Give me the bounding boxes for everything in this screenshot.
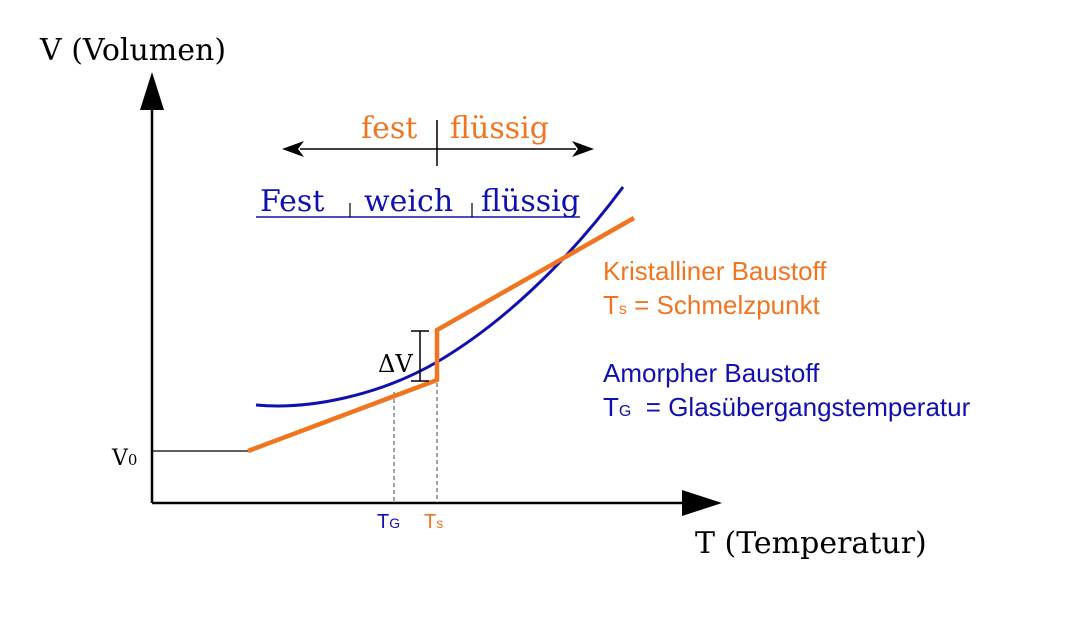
legend-amorphous-title: Amorpher Baustoff <box>603 358 820 388</box>
y-axis-arrow <box>140 72 164 110</box>
crystalline-phase-fluessig: flüssig <box>450 111 549 146</box>
tg-tick-label: TG <box>377 511 400 533</box>
y-axis-label: V (Volumen) <box>39 33 226 68</box>
amorphous-phase-weich: weich <box>364 184 453 219</box>
crystalline-curve <box>247 216 636 454</box>
legend-amorphous-definition: TG = Glasübergangstemperatur <box>603 392 971 422</box>
amorphous-phase-fest: Fest <box>260 184 324 219</box>
v0-label: V0 <box>111 446 137 471</box>
axes <box>140 72 722 516</box>
delta-v-bracket <box>411 330 429 382</box>
legend-crystalline-title: Kristalliner Baustoff <box>603 256 827 286</box>
amorphous-curve <box>255 186 625 408</box>
x-axis-label: T (Temperatur) <box>695 526 927 561</box>
amorphous-phase-fluessig: flüssig <box>481 184 580 219</box>
ts-tick-label: Ts <box>424 511 443 533</box>
x-axis-arrow <box>682 490 722 516</box>
crystalline-phase-fest: fest <box>361 111 417 146</box>
amorphous-phase-scale <box>256 203 580 218</box>
delta-v-label: ΔV <box>378 350 413 378</box>
legend-crystalline-definition: Ts = Schmelzpunkt <box>603 290 821 320</box>
crystalline-phase-arrow <box>282 120 594 166</box>
